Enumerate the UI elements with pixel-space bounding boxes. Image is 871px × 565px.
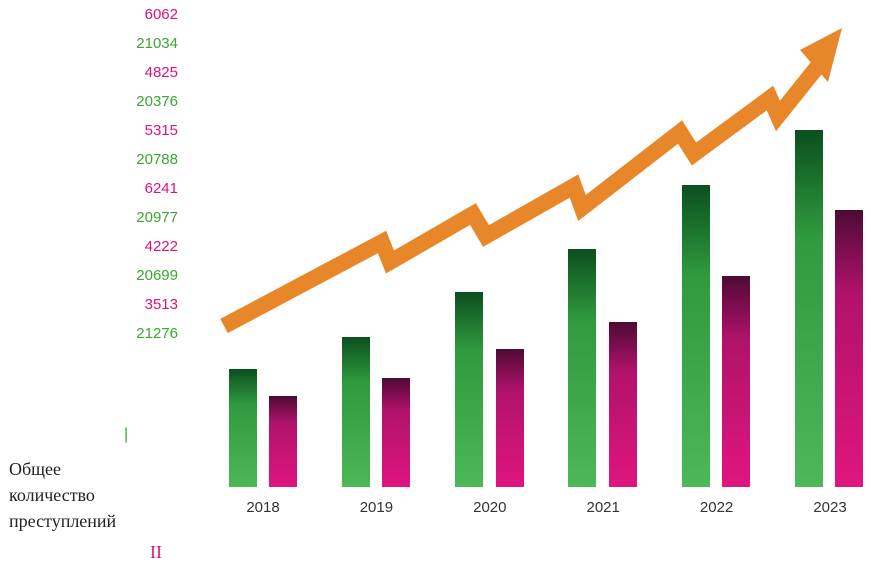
year-label: 2022 xyxy=(699,499,734,516)
bar xyxy=(342,337,370,487)
number: 5315 xyxy=(144,122,178,139)
caption-line: количество xyxy=(9,485,95,505)
number: 6241 xyxy=(144,180,178,197)
caption-line: Общее xyxy=(9,459,61,479)
year-label: 2020 xyxy=(473,499,507,516)
bar xyxy=(568,249,596,487)
bar xyxy=(269,396,297,487)
arrow-head xyxy=(800,28,842,82)
number: 20699 xyxy=(136,267,178,284)
bar xyxy=(455,292,483,487)
year-label: 2021 xyxy=(586,499,620,516)
number: 3513 xyxy=(144,296,178,313)
number: 20376 xyxy=(136,93,178,110)
year-label: 2019 xyxy=(359,499,394,516)
number: 6062 xyxy=(144,6,178,23)
trend-arrow xyxy=(220,61,825,334)
bar xyxy=(229,369,257,487)
year-label: 2023 xyxy=(813,499,847,516)
number: 20788 xyxy=(136,151,178,168)
year-label: 2018 xyxy=(246,499,280,516)
caption-line: преступлений xyxy=(9,511,117,531)
bar xyxy=(496,349,524,487)
bar xyxy=(722,276,750,487)
number: 20977 xyxy=(136,209,178,226)
number: 21276 xyxy=(136,325,178,342)
bar xyxy=(835,210,863,487)
marker: | xyxy=(124,426,129,443)
bar xyxy=(682,185,710,487)
bar xyxy=(609,322,637,487)
footer: II xyxy=(150,542,162,562)
number: 4222 xyxy=(144,238,178,255)
bar xyxy=(795,130,823,487)
number: 21034 xyxy=(136,35,178,52)
number: 4825 xyxy=(144,64,178,81)
caption: Общее количество преступлений xyxy=(9,456,116,534)
bar xyxy=(382,378,410,487)
bars xyxy=(229,130,863,487)
